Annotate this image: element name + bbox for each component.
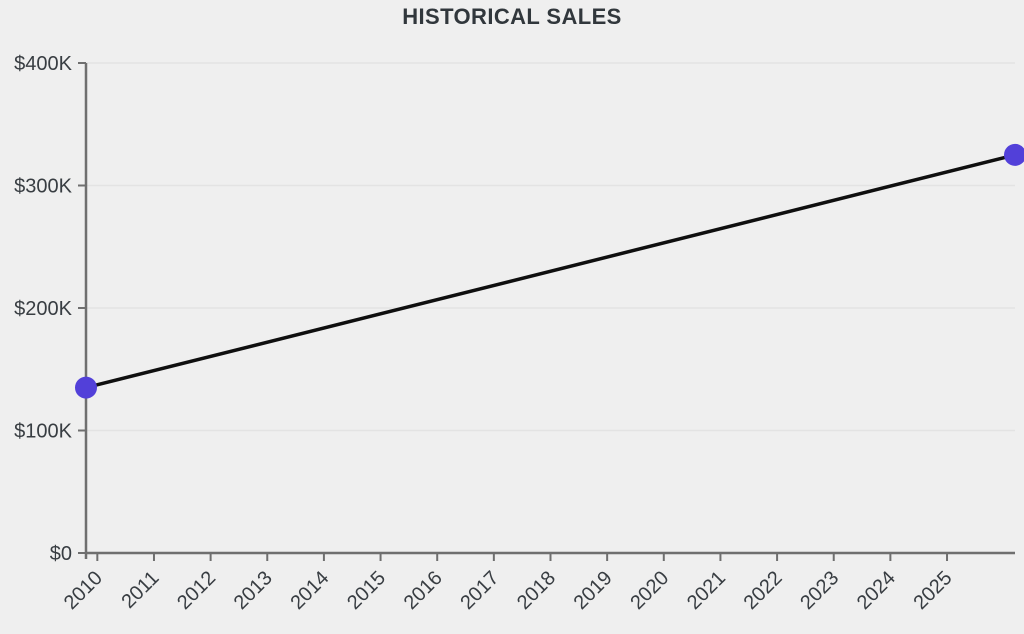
x-tick-label: 2015 bbox=[343, 567, 390, 614]
y-tick-label: $400K bbox=[14, 53, 72, 75]
x-tick-label: 2019 bbox=[570, 567, 617, 614]
x-tick-label: 2021 bbox=[683, 567, 730, 614]
x-tick-label: 2012 bbox=[173, 567, 220, 614]
x-tick-label: 2018 bbox=[513, 567, 560, 614]
y-tick-label: $100K bbox=[14, 420, 72, 442]
sales-line bbox=[84, 153, 1017, 390]
x-tick-label: 2011 bbox=[118, 567, 164, 613]
x-tick-label: 2016 bbox=[400, 567, 447, 614]
data-point-marker[interactable] bbox=[1004, 143, 1024, 166]
x-tick-label: 2025 bbox=[910, 567, 957, 614]
x-tick-label: 2017 bbox=[456, 567, 503, 614]
x-tick-label: 2024 bbox=[853, 567, 900, 614]
data-point-marker[interactable] bbox=[75, 376, 97, 399]
x-tick-label: 2010 bbox=[60, 567, 107, 614]
x-tick-label: 2014 bbox=[286, 567, 333, 614]
y-tick-label: $0 bbox=[50, 543, 72, 565]
y-tick-label: $200K bbox=[14, 298, 72, 320]
chart-title: HISTORICAL SALES bbox=[402, 4, 622, 29]
y-tick-label: $300K bbox=[14, 175, 72, 197]
x-tick-label: 2022 bbox=[740, 567, 787, 614]
x-tick-label: 2013 bbox=[230, 567, 277, 614]
x-tick-label: 2020 bbox=[626, 567, 673, 614]
x-tick-label: 2023 bbox=[796, 567, 843, 614]
